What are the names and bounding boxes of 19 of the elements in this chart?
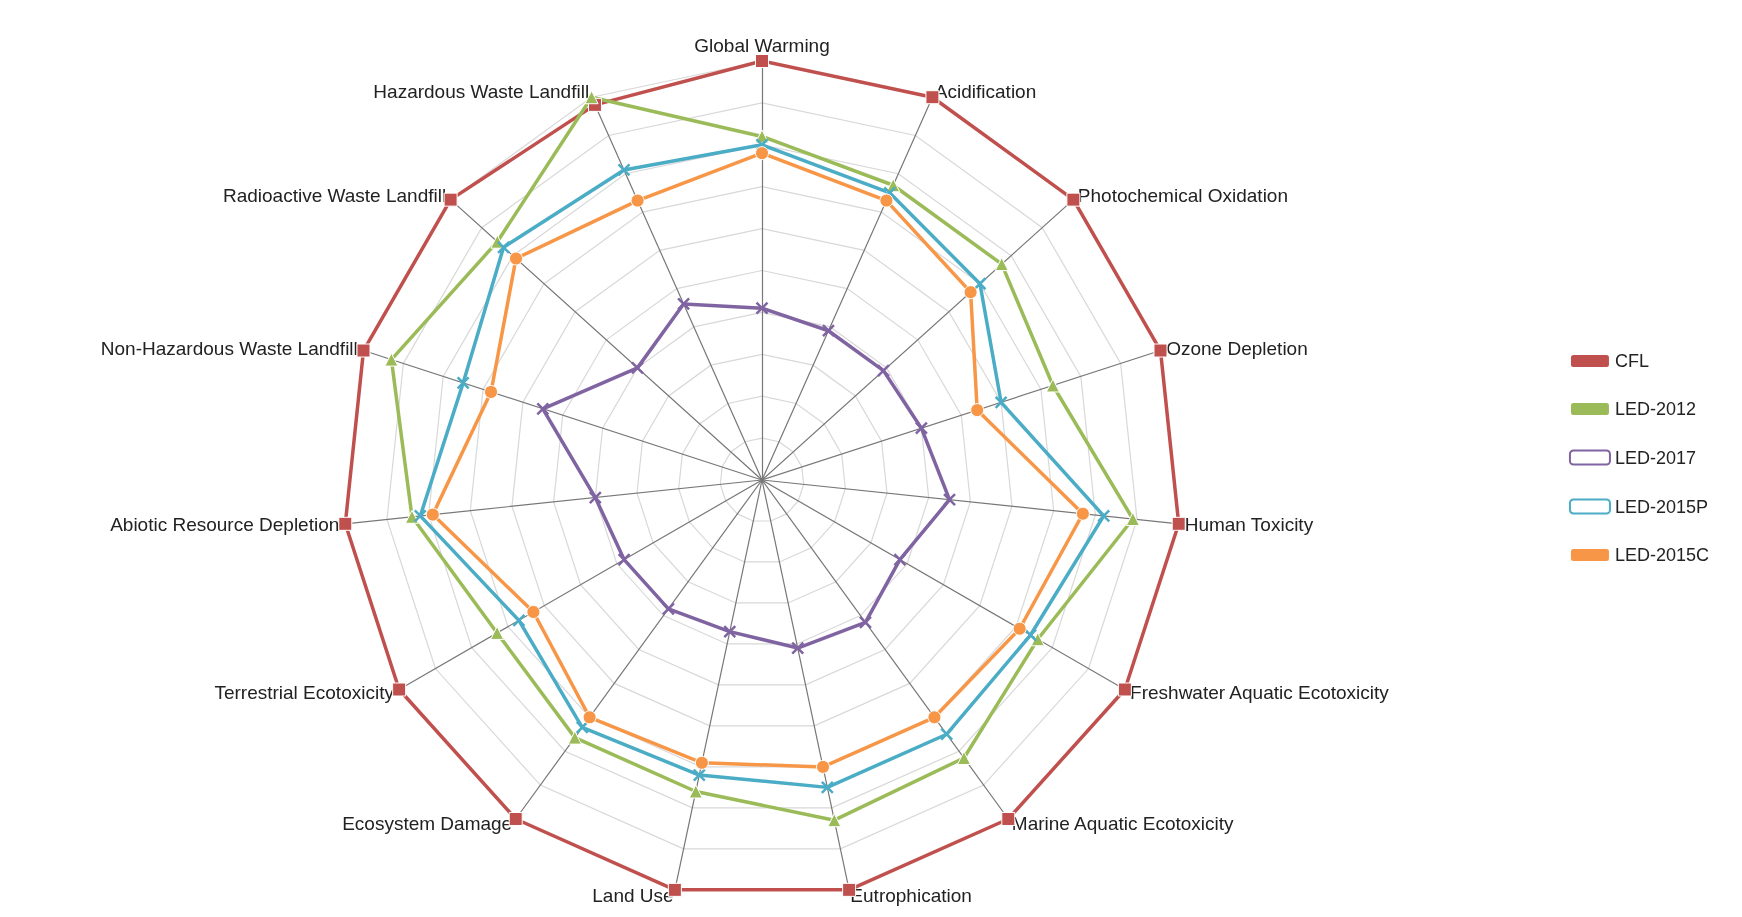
spoke-label: Non-Hazardous Waste Landfill: [100, 338, 358, 360]
legend-label: LED-2015P: [1614, 496, 1709, 517]
spoke-label: Abiotic Resource Depletion: [110, 513, 340, 535]
spoke-label: Hazardous Waste Landfill: [373, 81, 590, 103]
legend-label: LED-2012: [1614, 399, 1697, 419]
spoke-label: Marine Aquatic Ecotoxicity: [1011, 813, 1235, 835]
spoke-label: Acidification: [934, 81, 1037, 103]
spoke-label: Radioactive Waste Landfill: [222, 185, 447, 207]
spoke-label: Terrestrial Ecotoxicity: [214, 682, 395, 703]
spoke-label: Global Warming: [694, 35, 830, 56]
spoke-label: Eutrophication: [850, 885, 972, 907]
legend-label: CFL: [1614, 351, 1649, 371]
spoke-label: Ecosystem Damage: [342, 813, 513, 835]
legend-label: LED-2015C: [1614, 545, 1710, 565]
spoke-label: Photochemical Oxidation: [1077, 185, 1289, 207]
spoke-label: Freshwater Aquatic Ecotoxicity: [1130, 682, 1390, 703]
spoke-label: Human Toxicity: [1184, 513, 1314, 535]
legend-label: LED-2017: [1614, 447, 1697, 468]
spoke-label: Ozone Depletion: [1166, 338, 1308, 360]
